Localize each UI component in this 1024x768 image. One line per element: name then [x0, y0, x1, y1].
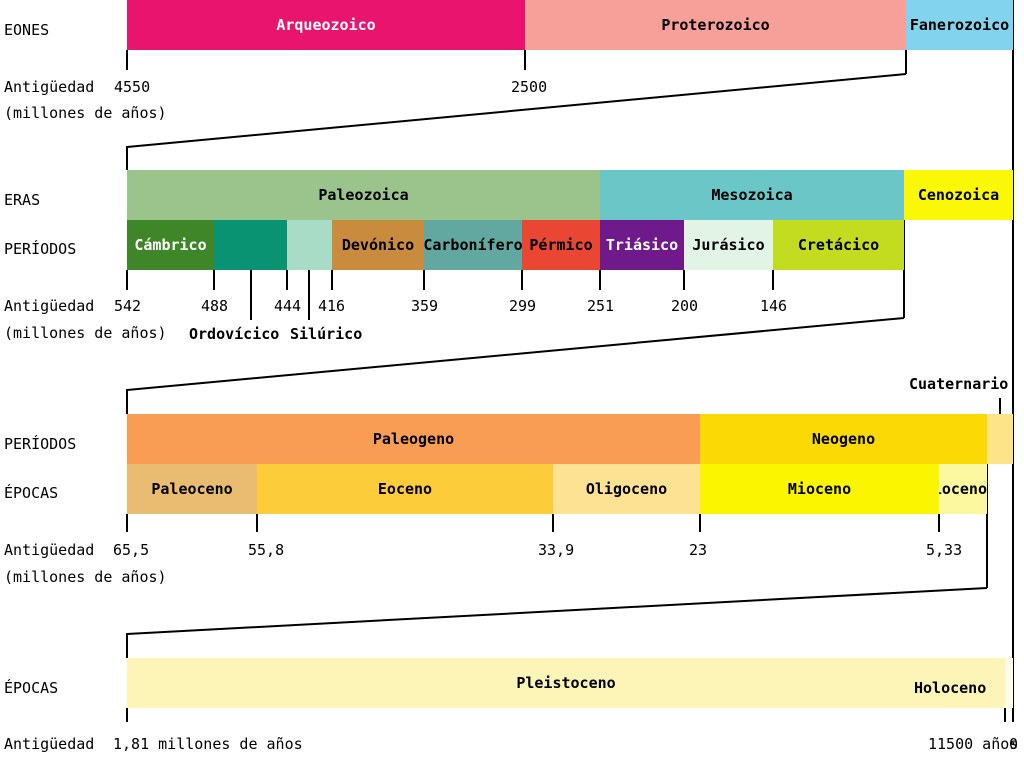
antiguedad-label: Antigüedad — [4, 297, 95, 315]
antiguedad-label: Antigüedad — [4, 735, 95, 753]
tick-label: 359 — [411, 297, 439, 315]
epoch-plioceno: Plioceno — [939, 464, 987, 514]
period-permico: Pérmico — [522, 220, 600, 270]
tick-label: 33,9 — [538, 541, 575, 559]
period-cretacico: Cretácico — [773, 220, 904, 270]
epoch-eoceno: Eoceno — [257, 464, 553, 514]
zoom-connector-1 — [126, 73, 907, 170]
zero-label: 0 — [1009, 735, 1019, 753]
antiguedad-label: Antigüedad — [4, 78, 95, 96]
units-label: (millones de años) — [4, 568, 167, 586]
period-ordovicico — [214, 220, 287, 270]
start-age-label: 1,81 millones de años — [113, 735, 303, 753]
tick-label: 55,8 — [248, 541, 285, 559]
tick-label: 146 — [760, 297, 788, 315]
holoceno-callout: Holoceno — [914, 679, 987, 697]
tick-label: 4550 — [114, 78, 151, 96]
period-paleogeno: Paleogeno — [127, 414, 700, 464]
epocas-row-label: ÉPOCAS — [4, 679, 59, 697]
eones-row-label: EONES — [4, 21, 50, 39]
period-devonico: Devónico — [332, 220, 424, 270]
tick-label: 200 — [671, 297, 699, 315]
eon-fanerozoico: Fanerozoico — [906, 0, 1013, 50]
cuaternario-callout: Cuaternario — [909, 375, 1009, 393]
silurico-callout: Silúrico — [290, 325, 363, 343]
units-label: (millones de años) — [4, 324, 167, 342]
period-triasico: Triásico — [600, 220, 684, 270]
periodos-row-label: PERÍODOS — [4, 435, 77, 453]
periodos-row-label: PERÍODOS — [4, 240, 77, 258]
tick-label: 488 — [201, 297, 229, 315]
period-neogeno: Neogeno — [700, 414, 987, 464]
epoch-oligoceno: Oligoceno — [553, 464, 700, 514]
era-paleozoica: Paleozoica — [127, 170, 600, 220]
epoch-plioceno-label: Plioceno — [939, 480, 987, 498]
period-carbonifero: Carbonífero — [424, 220, 522, 270]
period-jurasico: Jurásico — [684, 220, 773, 270]
epoch-paleoceno: Paleoceno — [127, 464, 257, 514]
era-mesozoica: Mesozoica — [600, 170, 904, 220]
ordovicico-callout: Ordovícico — [189, 325, 280, 343]
epoch-mioceno: Mioceno — [700, 464, 939, 514]
epoch-holoceno — [1005, 658, 1013, 708]
end-age-label: 11500 años — [928, 735, 1019, 753]
tick-label: 2500 — [511, 78, 548, 96]
tick-label: 542 — [114, 297, 142, 315]
tick-label: 444 — [274, 297, 302, 315]
antiguedad-label: Antigüedad — [4, 541, 95, 559]
epoch-pleistoceno: Pleistoceno — [127, 658, 1005, 708]
tick-label: 416 — [318, 297, 346, 315]
tick-label: 299 — [509, 297, 537, 315]
units-label: (millones de años) — [4, 104, 167, 122]
tick-label: 23 — [689, 541, 708, 559]
era-cenozoica: Cenozoica — [904, 170, 1013, 220]
eon-proterozoico: Proterozoico — [525, 0, 906, 50]
tick-label: 65,5 — [113, 541, 150, 559]
tick-label: 5,33 — [926, 541, 963, 559]
zoom-connector-3 — [126, 587, 988, 658]
eras-row-label: ERAS — [4, 191, 41, 209]
epocas-row-label: ÉPOCAS — [4, 484, 59, 502]
period-silurico — [287, 220, 332, 270]
period-cambrico: Cámbrico — [127, 220, 214, 270]
zoom-connector-2 — [126, 317, 905, 414]
tick-label: 251 — [587, 297, 615, 315]
eon-arqueozoico: Arqueozoico — [127, 0, 525, 50]
period-cuaternario — [987, 414, 1013, 464]
